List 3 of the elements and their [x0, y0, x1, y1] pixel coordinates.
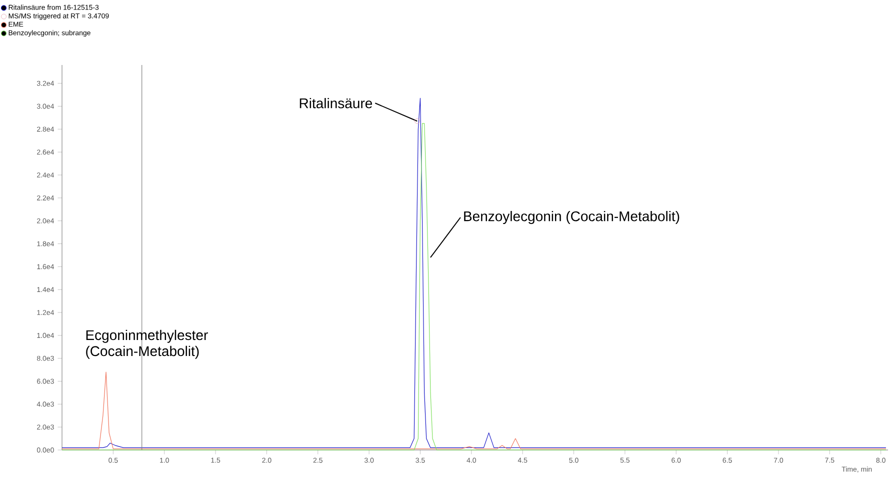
- annotation: Ritalinsäure: [300, 98, 372, 108]
- annotation: Benzoylecgonin (Cocain-Metabolit): [464, 210, 680, 224]
- annotation: Ecgoninmethylester (Cocain-Metabolit): [86, 330, 208, 359]
